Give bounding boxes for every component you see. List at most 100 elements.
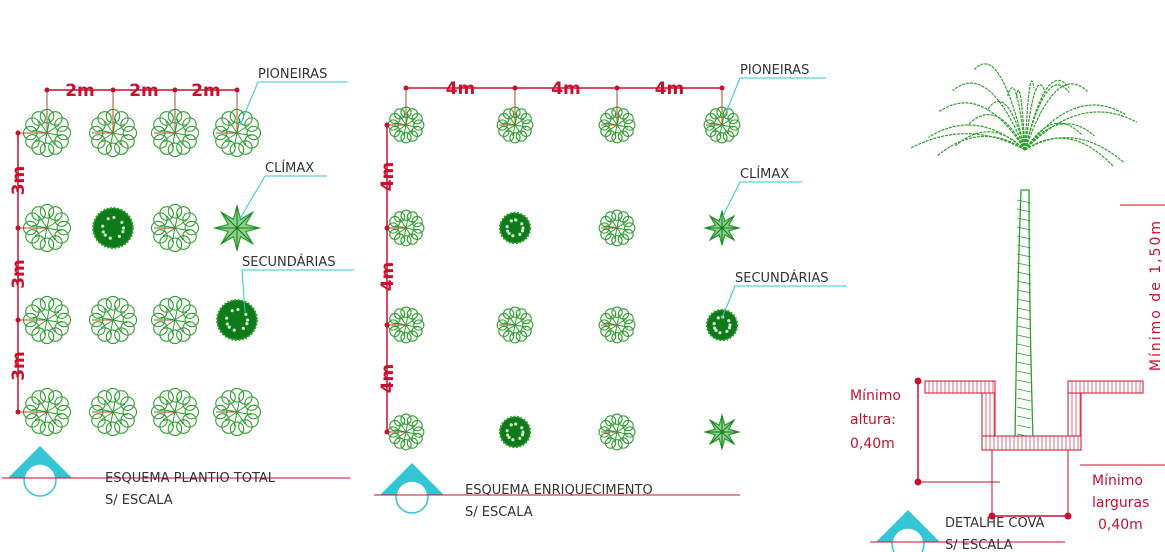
- leaf: [510, 333, 520, 343]
- tree-p: [151, 296, 198, 343]
- spot: [510, 219, 513, 222]
- leaf: [730, 120, 740, 130]
- leaf: [106, 296, 119, 309]
- frond: [1025, 105, 1125, 150]
- spot: [118, 235, 121, 238]
- tree-p: [599, 307, 635, 343]
- leader: [722, 182, 740, 218]
- species-label: CLÍMAX: [740, 166, 789, 182]
- y-spacing-label: 3m: [9, 166, 29, 196]
- leaf: [612, 307, 622, 317]
- leaf: [168, 238, 181, 251]
- leaf: [401, 210, 411, 220]
- trunk-ring: [1017, 281, 1031, 284]
- spot: [520, 426, 523, 429]
- crown: [707, 310, 737, 340]
- subtitle: S/ ESCALA: [465, 505, 533, 520]
- spot: [514, 218, 517, 221]
- spot: [120, 221, 123, 224]
- y-spacing-label: 4m: [378, 162, 398, 192]
- frond: [910, 134, 1025, 150]
- spot: [506, 429, 509, 432]
- x-spacing-label: 2m: [65, 81, 95, 101]
- dim-dot: [385, 123, 390, 128]
- leaf: [612, 440, 622, 450]
- title: ESQUEMA PLANTIO TOTAL: [105, 471, 276, 486]
- spot: [727, 319, 730, 322]
- drawing: 2m2m2m3m3m3mPIONEIRASCLÍMAXSECUNDÁRIASES…: [0, 0, 1165, 552]
- spot: [717, 316, 720, 319]
- leaf: [401, 414, 411, 424]
- width-note: Mínimo: [1092, 473, 1143, 489]
- leaf: [717, 133, 727, 143]
- tree-p: [599, 414, 635, 450]
- spot: [506, 229, 509, 232]
- trunk-ring: [1017, 362, 1031, 365]
- leaf: [414, 223, 424, 233]
- tree-s: [93, 208, 133, 248]
- crown: [217, 300, 257, 340]
- tree-p: [151, 204, 198, 251]
- tree-s: [500, 417, 530, 447]
- species-label: PIONEIRAS: [740, 63, 809, 78]
- frond: [928, 125, 1025, 150]
- tree-c: [705, 415, 739, 449]
- tree-p: [599, 210, 635, 246]
- width-note: larguras: [1092, 495, 1149, 511]
- dim-dot: [385, 430, 390, 435]
- width-note: 0,40m: [1098, 517, 1143, 533]
- dim-dot: [173, 88, 178, 93]
- leaf: [40, 143, 53, 156]
- leaf: [625, 427, 635, 437]
- leaf: [168, 422, 181, 435]
- leaf: [414, 320, 424, 330]
- spot: [521, 229, 524, 232]
- leaf: [123, 126, 136, 139]
- leaf: [230, 143, 243, 156]
- leaf: [612, 210, 622, 220]
- dim-dot: [385, 323, 390, 328]
- title: DETALHE COVA: [945, 516, 1045, 531]
- spot: [107, 217, 110, 220]
- species-label: CLÍMAX: [265, 160, 314, 176]
- dim-dot: [16, 131, 21, 136]
- leaf: [523, 120, 533, 130]
- leaf: [401, 236, 411, 246]
- trunk-ring: [1017, 371, 1031, 374]
- leaf: [185, 221, 198, 234]
- spot: [112, 216, 115, 219]
- trunk-ring: [1017, 308, 1031, 311]
- leaf: [612, 133, 622, 143]
- spot: [228, 325, 231, 328]
- spot: [521, 226, 524, 229]
- leaf: [106, 422, 119, 435]
- spot: [109, 237, 112, 240]
- spot: [226, 322, 229, 325]
- spot: [101, 225, 104, 228]
- brick: [925, 381, 995, 393]
- leaf: [57, 221, 70, 234]
- dim-dot: [513, 86, 518, 91]
- leaf: [401, 333, 411, 343]
- subtitle: S/ ESCALA: [105, 493, 173, 508]
- title-marker-circle: [892, 528, 924, 552]
- leaf: [247, 126, 260, 139]
- tree-p: [497, 307, 533, 343]
- trunk-ring: [1017, 416, 1031, 419]
- spot: [511, 234, 514, 237]
- dim-dot: [385, 226, 390, 231]
- x-spacing-label: 4m: [446, 79, 476, 99]
- leaf: [612, 333, 622, 343]
- tree-p: [89, 388, 136, 435]
- dim-dot: [16, 318, 21, 323]
- tree-s: [217, 300, 257, 340]
- leaf: [123, 405, 136, 418]
- tree-p: [89, 296, 136, 343]
- x-spacing-label: 4m: [551, 79, 581, 99]
- trunk-ring: [1017, 326, 1031, 329]
- leaf: [57, 126, 70, 139]
- height-note: Mínimo: [850, 388, 901, 404]
- tree-s: [707, 310, 737, 340]
- spot: [233, 329, 236, 332]
- leaf: [57, 313, 70, 326]
